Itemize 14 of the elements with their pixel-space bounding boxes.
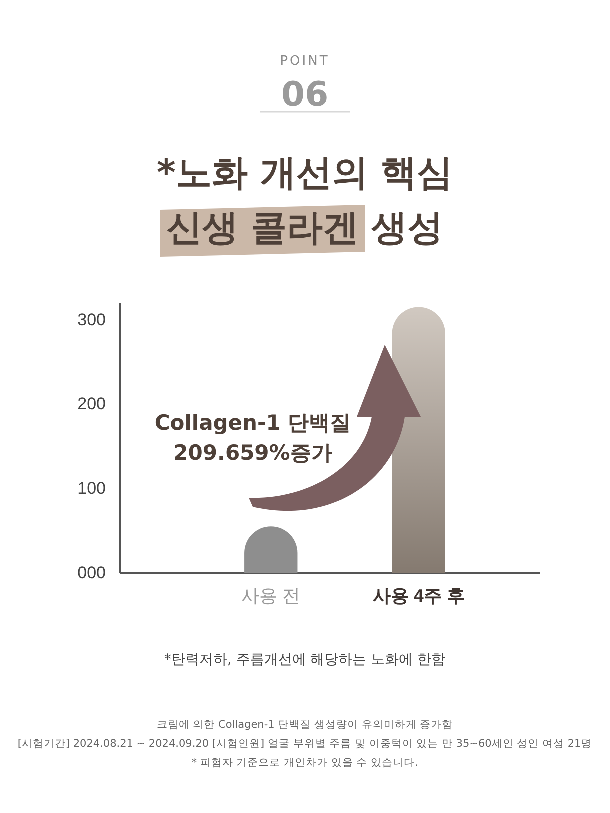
y-tick-label: 100 [78,479,106,498]
y-tick-label: 000 [78,563,106,582]
text: [시험기간] 2024.08.21 ~ 2024.09.20 [시험인원] 얼굴 부위별 주름 및 이중턱이 있는 만 35~60세인 성인 여성 21명 [18,738,592,750]
text: *탄력저하, 주름개선에 해당하는 노화에 한함 [164,652,446,668]
text: 크림에 의한 Collagen-1 단백질 생성량이 유의미하게 증가함 [156,719,454,731]
y-tick-label: 200 [78,394,106,414]
x-tick-label: 사용 전 [242,586,301,606]
x-tick-label: 사용 4주 후 [372,586,465,606]
text: * 피험자 기준으로 개인차가 있을 수 있습니다. [192,757,418,769]
y-tick-label: 300 [78,310,106,330]
chart-title: *노화 개선의 핵심 신생 콜라겐 생성 [157,153,453,249]
text: 06 [281,75,329,115]
annotation: Collagen-1 단백질 209.659%증가 [154,411,352,465]
text: POINT [280,54,330,69]
